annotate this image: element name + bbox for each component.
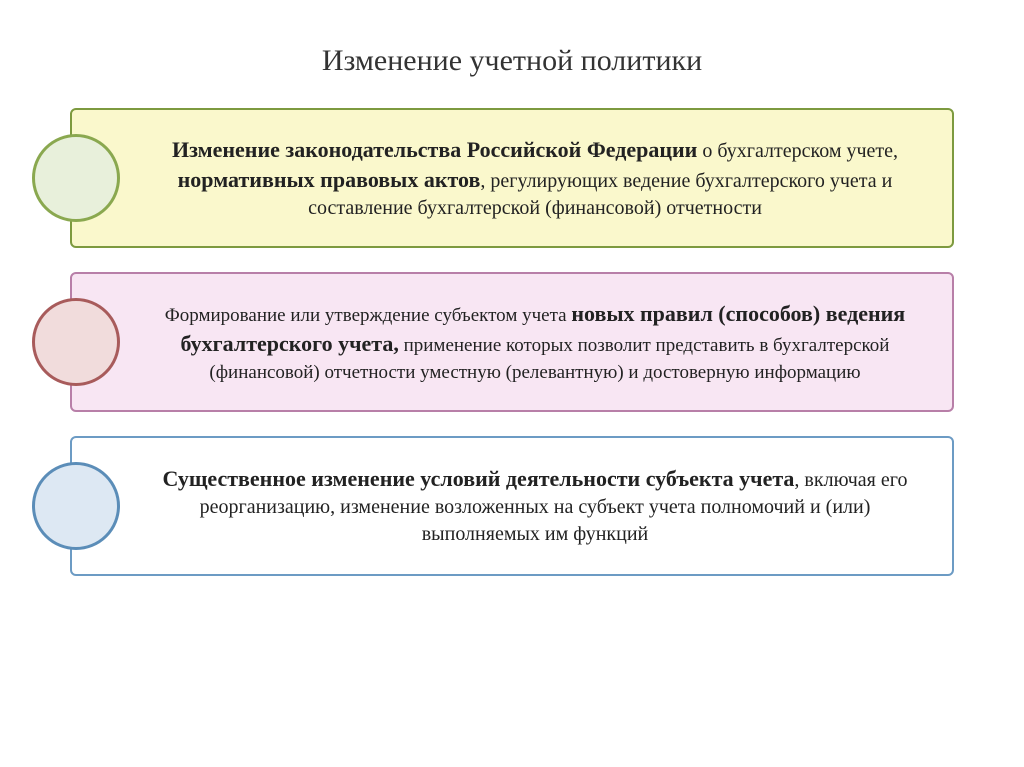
text-part: Существенное изменение условий деятельно…: [163, 466, 795, 491]
info-block-2: Формирование или утверждение субъектом у…: [70, 272, 954, 412]
text-part: о бухгалтерском учете,: [697, 140, 898, 162]
bullet-circle-3: [32, 462, 120, 550]
info-block-3: Существенное изменение условий деятельно…: [70, 436, 954, 576]
page-title: Изменение учетной политики: [0, 0, 1024, 108]
block-text-1: Изменение законодательства Российской Фе…: [142, 135, 928, 222]
text-part: нормативных правовых актов: [178, 167, 481, 192]
info-block-1: Изменение законодательства Российской Фе…: [70, 108, 954, 248]
block-text-2: Формирование или утверждение субъектом у…: [142, 299, 928, 386]
block-text-3: Существенное изменение условий деятельно…: [142, 464, 928, 548]
blocks-container: Изменение законодательства Российской Фе…: [0, 108, 1024, 576]
text-part: Изменение законодательства Российской Фе…: [172, 137, 697, 162]
bullet-circle-1: [32, 134, 120, 222]
bullet-circle-2: [32, 298, 120, 386]
text-part: Формирование или утверждение субъектом у…: [165, 305, 572, 326]
